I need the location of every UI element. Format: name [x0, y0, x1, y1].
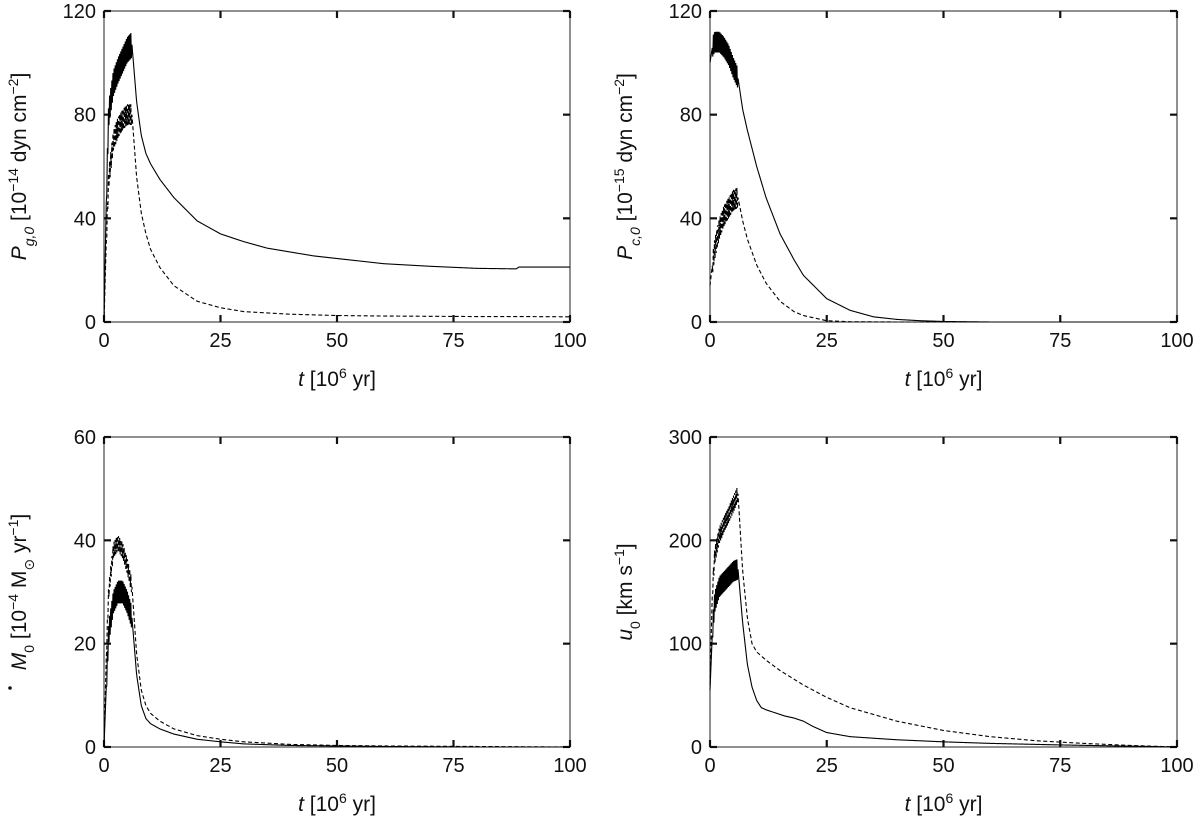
x-tick-label: 50 [326, 330, 348, 352]
x-tick-label: 100 [1160, 330, 1193, 352]
series-line-solid [103, 32, 570, 323]
y-tick-label: 40 [680, 208, 702, 230]
x-tick-label: 50 [326, 755, 348, 777]
series-line-dashed [709, 187, 1177, 323]
y-tick-label: 80 [680, 105, 702, 127]
x-tick-label: 50 [932, 755, 954, 777]
y-tick-label: 0 [85, 737, 96, 759]
x-tick-label: 25 [816, 330, 838, 352]
y-tick-label: 40 [74, 530, 96, 552]
x-tick-label: 100 [1160, 755, 1193, 777]
panel-top-right: 0 25 50 75 100 0 40 80 120 t [106 yr] Pc,0 [10−15 … [611, 1, 1194, 391]
y-tick-label: 0 [85, 312, 96, 334]
y-tick-label: 0 [691, 737, 702, 759]
y-axis-label: Pc,0 [10−15 dyn cm−2] [611, 73, 643, 260]
y-tick-label: 300 [669, 427, 702, 449]
panel-bottom-left: 0 25 50 75 100 0 20 40 60 t [106 yr] M0 [10−4 M⊙ y… [5, 427, 587, 816]
x-tick-label: 0 [704, 330, 715, 352]
x-tick-label: 0 [704, 755, 715, 777]
x-tick-label: 100 [553, 755, 586, 777]
y-tick-label: 200 [669, 530, 702, 552]
series-line-solid [709, 559, 1177, 748]
series-line-dashed [103, 104, 570, 323]
plot-frame [709, 436, 1178, 748]
y-tick-label: 100 [669, 634, 702, 656]
x-tick-label: 25 [209, 755, 231, 777]
panel-top-left: 0 25 50 75 100 0 40 80 120 t [106 yr] Pg,0 [10−14 … [5, 1, 587, 391]
series-line-solid [709, 31, 1177, 323]
x-axis-label: t [106 yr] [298, 790, 376, 816]
y-tick-label: 80 [74, 105, 96, 127]
y-axis-label: Pg,0 [10−14 dyn cm−2] [5, 73, 37, 261]
y-tick-label: 120 [669, 1, 702, 23]
y-tick-label: 120 [63, 1, 96, 23]
panel-bottom-right: 0 25 50 75 100 0 100 200 300 t [106 yr] u0 [km s−1… [611, 427, 1194, 816]
x-tick-label: 75 [1049, 330, 1071, 352]
x-tick-label: 100 [553, 330, 586, 352]
series-line-solid [103, 580, 570, 748]
x-tick-label: 50 [932, 330, 954, 352]
series-line-dashed [103, 536, 570, 748]
x-axis-label: t [106 yr] [905, 790, 983, 816]
y-tick-label: 0 [691, 312, 702, 334]
x-tick-label: 0 [98, 330, 109, 352]
y-axis-label: u0 [km s−1] [611, 543, 643, 640]
y-tick-label: 40 [74, 208, 96, 230]
plot-frame [709, 10, 1178, 323]
x-tick-label: 75 [1049, 755, 1071, 777]
y-tick-label: 60 [74, 427, 96, 449]
x-tick-label: 75 [442, 755, 464, 777]
x-axis-label: t [106 yr] [298, 365, 376, 391]
x-tick-label: 0 [98, 755, 109, 777]
x-tick-label: 75 [442, 330, 464, 352]
plot-frame [103, 10, 571, 323]
series-line-dashed [709, 488, 1177, 748]
x-axis-label: t [106 yr] [905, 365, 983, 391]
y-axis-label: M0 [10−4 M⊙ yr−1] [5, 514, 37, 671]
x-tick-label: 25 [209, 330, 231, 352]
y-tick-label: 20 [74, 634, 96, 656]
plot-frame [103, 436, 571, 748]
mdot-overdot [8, 686, 12, 690]
x-tick-label: 25 [816, 755, 838, 777]
